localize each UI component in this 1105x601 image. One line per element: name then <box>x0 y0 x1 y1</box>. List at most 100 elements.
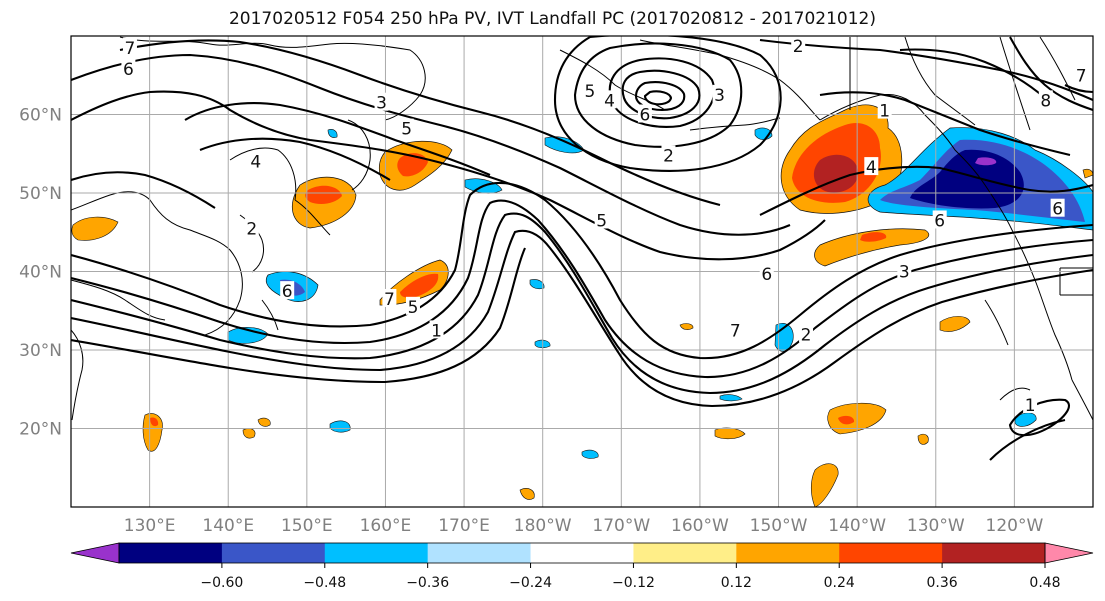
colorbar-tick-label: −0.24 <box>509 575 552 591</box>
colorbar-bin <box>324 543 429 563</box>
contour-label-background <box>429 320 444 339</box>
lon-tick-label: 180°W <box>514 516 572 536</box>
contour-label-background <box>602 90 617 109</box>
colorbar-tick-label: 0.24 <box>824 575 855 591</box>
contour-label-background <box>121 58 136 77</box>
colorbar-bin <box>633 543 737 563</box>
lon-tick-label: 150°E <box>281 516 333 536</box>
colorbar-bin <box>221 543 326 563</box>
colorbar-bin <box>839 543 943 563</box>
map-title: 2017020512 F054 250 hPa PV, IVT Landfall… <box>228 9 876 29</box>
contour-label: 5 <box>408 298 419 318</box>
contour-label-background <box>877 100 892 119</box>
ivt-negative-region <box>581 449 599 459</box>
contour-label: 6 <box>934 211 945 231</box>
contour-label: 5 <box>584 82 595 102</box>
ivt-positive-region <box>810 463 839 507</box>
lat-tick-label: 50°N <box>19 184 62 204</box>
contour-label-background <box>1023 394 1038 413</box>
colorbar-tick-label: −0.48 <box>303 575 346 591</box>
contour-label: 1 <box>1025 396 1036 416</box>
colorbar-outline <box>118 542 1046 564</box>
lon-tick-label: 120°W <box>986 516 1044 536</box>
contour-label-background <box>1050 198 1065 217</box>
contour-label: 7 <box>125 39 136 59</box>
colorbar-extend-high <box>1044 542 1094 564</box>
contour-label-background <box>728 320 743 339</box>
lon-tick-label: 130°W <box>907 516 965 536</box>
contour-label-background <box>122 37 137 56</box>
pv-contours <box>71 36 1093 461</box>
lat-tick-label: 30°N <box>19 341 62 361</box>
longitude-labels: 130°E 140°E 150°E 160°E 170°E 180°W 170°W 160°W… <box>124 516 1044 536</box>
colorbar-tick-label: −0.36 <box>406 575 449 591</box>
contour-label-background <box>248 151 263 170</box>
contour-label: 2 <box>246 219 257 239</box>
contour-label: 8 <box>1040 91 1051 111</box>
contour-label-background <box>897 261 912 280</box>
contour-label-background <box>582 80 597 99</box>
colorbar-extend-low <box>70 542 120 564</box>
ivt-positive-region <box>860 232 887 242</box>
contour-label: 5 <box>596 211 607 231</box>
contour-label: 6 <box>639 106 650 126</box>
contour-label: 2 <box>793 37 804 57</box>
contour-label: 3 <box>376 94 387 114</box>
ivt-positive-region <box>813 154 859 193</box>
ivt-positive-region <box>679 323 694 330</box>
lat-tick-label: 20°N <box>19 420 62 440</box>
contour-label: 3 <box>714 86 725 106</box>
contour-label-background <box>405 296 420 315</box>
contour-label: 6 <box>123 60 134 80</box>
contour-label: 6 <box>1052 200 1063 220</box>
ivt-positive-region <box>397 153 428 177</box>
ivt-negative-region <box>910 149 1024 209</box>
ivt-positive-region <box>939 316 971 332</box>
lon-tick-label: 170°W <box>592 516 650 536</box>
colorbar-tick-label: 0.12 <box>721 575 752 591</box>
ivt-positive-region <box>519 488 535 500</box>
lon-tick-label: 160°E <box>360 516 412 536</box>
ivt-negative-region <box>719 394 743 402</box>
colorbar-tick-label: 0.48 <box>1029 575 1060 591</box>
contour-label-background <box>791 36 806 55</box>
contour-label-background <box>594 210 609 229</box>
lon-tick-label: 150°W <box>750 516 808 536</box>
coastlines <box>71 36 1093 421</box>
contour-label-background <box>280 281 295 300</box>
colorbar-bin <box>530 543 634 563</box>
ivt-negative-region <box>975 157 997 166</box>
ivt-positive-region <box>917 433 929 445</box>
colorbar-tick-label: −0.60 <box>200 575 243 591</box>
ivt-positive-region <box>838 415 855 425</box>
contour-label: 7 <box>384 290 395 310</box>
contour-label: 2 <box>663 146 674 166</box>
colorbar-bin <box>736 543 840 563</box>
lat-tick-label: 60°N <box>19 106 62 126</box>
contour-label: 7 <box>1076 66 1087 86</box>
lon-tick-label: 130°E <box>124 516 176 536</box>
contour-label: 5 <box>401 120 412 140</box>
ivt-positive-region <box>1082 168 1093 179</box>
contour-label: 1 <box>879 102 890 122</box>
contour-label: 7 <box>730 321 741 341</box>
contour-label-background <box>244 218 259 237</box>
contour-label: 4 <box>866 158 877 178</box>
contour-label: 6 <box>282 282 293 302</box>
contour-label: 1 <box>431 321 442 341</box>
contour-label-background <box>759 263 774 282</box>
contour-label-background <box>374 92 389 111</box>
ivt-positive-region <box>150 417 159 427</box>
contour-label-background <box>864 157 879 176</box>
ivt-negative-region <box>327 129 338 138</box>
contour-label-background <box>712 84 727 103</box>
contour-label-background <box>932 210 947 229</box>
contour-label: 4 <box>250 153 261 173</box>
contour-label: 2 <box>801 325 812 345</box>
ivt-positive-region <box>400 273 439 298</box>
ivt-negative-region <box>529 279 545 290</box>
contour-label: 6 <box>761 265 772 285</box>
contour-label-background <box>382 288 397 307</box>
